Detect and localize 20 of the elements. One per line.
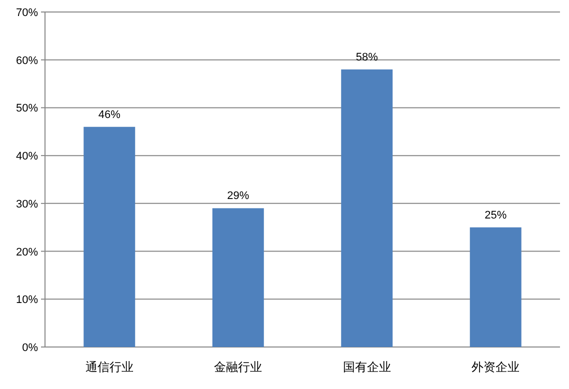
y-tick-label: 60% [16, 54, 38, 67]
x-tick-label: 通信行业 [85, 360, 134, 374]
data-label: 25% [484, 209, 507, 222]
y-tick-label: 0% [22, 342, 38, 354]
x-tick-label: 金融行业 [214, 360, 262, 374]
bar [341, 69, 393, 347]
data-label: 58% [356, 51, 378, 64]
bar [212, 208, 264, 347]
bar [470, 227, 522, 347]
y-tick-label: 50% [16, 102, 38, 115]
x-tick-label: 国有企业 [342, 360, 391, 374]
y-tick-label: 30% [16, 198, 38, 210]
data-label: 29% [227, 190, 250, 202]
y-tick-label: 70% [16, 7, 38, 19]
y-tick-label: 40% [16, 150, 38, 163]
data-label: 46% [98, 108, 121, 121]
y-tick-label: 10% [16, 294, 38, 306]
bar [84, 126, 136, 347]
x-tick-label: 外资企业 [472, 360, 520, 374]
y-tick-label: 20% [16, 246, 38, 258]
